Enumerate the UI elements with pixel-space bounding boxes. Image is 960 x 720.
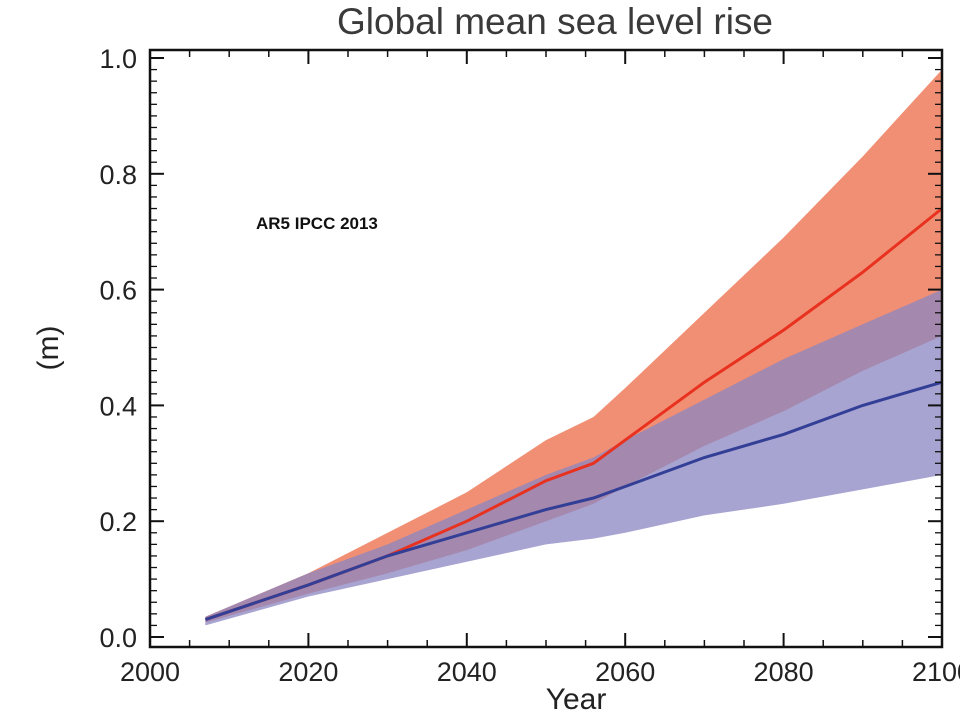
plot-area — [204, 69, 943, 626]
y-tick-label: 0.4 — [99, 391, 137, 421]
y-tick-label: 0.6 — [99, 276, 137, 306]
y-tick-label: 0.8 — [99, 160, 137, 190]
y-tick-label: 0.2 — [99, 507, 137, 537]
chart-annotation: AR5 IPCC 2013 — [256, 214, 378, 233]
x-tick-label: 2020 — [278, 657, 338, 687]
series-0-range-band — [205, 69, 942, 623]
series-1-line — [204, 380, 943, 622]
y-tick-label: 0.0 — [99, 623, 137, 653]
series-1-range-band — [205, 289, 942, 626]
y-axis-label: (m) — [32, 326, 65, 371]
x-axis-label: Year — [546, 683, 607, 716]
chart-title: Global mean sea level rise — [337, 1, 773, 42]
y-tick-label: 1.0 — [99, 44, 137, 74]
x-tick-label: 2060 — [595, 657, 655, 687]
x-tick-label: 2000 — [120, 657, 180, 687]
x-tick-label: 2040 — [437, 657, 497, 687]
x-tick-label: 2080 — [754, 657, 814, 687]
